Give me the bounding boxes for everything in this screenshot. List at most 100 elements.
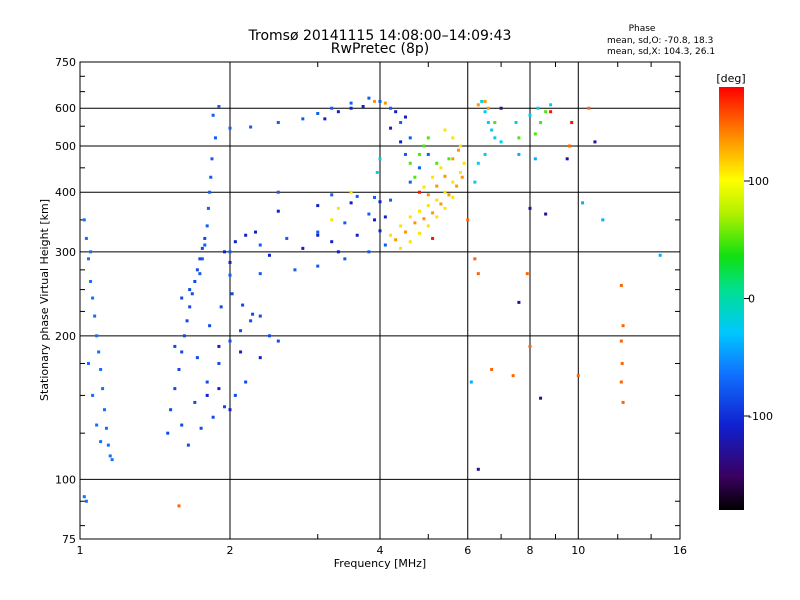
data-point bbox=[349, 101, 353, 105]
colorbar-ticks: 100 0 -100 bbox=[744, 175, 773, 423]
data-point bbox=[180, 350, 184, 354]
data-point bbox=[343, 257, 347, 261]
data-point bbox=[378, 200, 382, 204]
colorbar-tick-label: -100 bbox=[748, 410, 773, 423]
stats-heading: Phase bbox=[629, 24, 656, 34]
data-point bbox=[208, 324, 212, 328]
data-point bbox=[408, 215, 412, 219]
data-point bbox=[565, 157, 569, 161]
data-point bbox=[514, 121, 518, 125]
data-point bbox=[336, 206, 340, 210]
data-point bbox=[426, 224, 430, 228]
data-point bbox=[426, 193, 430, 197]
data-point bbox=[462, 161, 466, 165]
y-tick-label: 300 bbox=[55, 246, 76, 259]
data-point bbox=[389, 106, 393, 110]
data-point bbox=[177, 504, 181, 508]
data-point bbox=[417, 166, 421, 170]
data-point bbox=[517, 136, 521, 140]
x-tick-label: 8 bbox=[527, 544, 534, 557]
data-point bbox=[549, 103, 553, 107]
data-point bbox=[213, 136, 217, 140]
data-point bbox=[203, 236, 207, 240]
data-point bbox=[182, 334, 186, 338]
data-point bbox=[544, 110, 548, 114]
data-point bbox=[373, 218, 377, 222]
data-point bbox=[533, 157, 537, 161]
data-point bbox=[180, 296, 184, 300]
data-point bbox=[517, 152, 521, 156]
data-point bbox=[217, 361, 221, 365]
data-point bbox=[99, 440, 103, 444]
data-point bbox=[330, 193, 334, 197]
data-point bbox=[483, 110, 487, 114]
data-point bbox=[195, 268, 199, 272]
data-point bbox=[473, 180, 477, 184]
data-point bbox=[399, 246, 403, 250]
data-point bbox=[408, 136, 412, 140]
y-tick-label: 600 bbox=[55, 102, 76, 115]
data-point bbox=[316, 111, 320, 115]
data-point bbox=[208, 190, 212, 194]
data-point bbox=[228, 260, 232, 264]
data-point bbox=[443, 190, 447, 194]
data-point bbox=[244, 380, 248, 384]
data-point bbox=[383, 215, 387, 219]
data-point bbox=[426, 152, 430, 156]
data-point bbox=[593, 140, 597, 144]
data-point bbox=[349, 201, 353, 205]
x-tick-labels: 1 2 4 6 8 10 16 bbox=[77, 544, 688, 557]
data-point bbox=[228, 408, 232, 412]
x-tick-label: 6 bbox=[464, 544, 471, 557]
data-point bbox=[499, 106, 503, 110]
data-point bbox=[447, 193, 451, 197]
data-point bbox=[249, 319, 253, 323]
data-point bbox=[361, 105, 365, 109]
data-point bbox=[200, 246, 204, 250]
data-point bbox=[276, 209, 280, 213]
data-point bbox=[367, 250, 371, 254]
data-point bbox=[206, 206, 210, 210]
data-point bbox=[355, 233, 359, 237]
data-point bbox=[403, 115, 407, 119]
data-point bbox=[567, 144, 571, 148]
data-point bbox=[451, 180, 455, 184]
data-point bbox=[285, 236, 289, 240]
data-point bbox=[89, 250, 93, 254]
data-point bbox=[576, 374, 580, 378]
data-point bbox=[378, 99, 382, 103]
data-point bbox=[486, 121, 490, 125]
data-point bbox=[483, 99, 487, 103]
data-point bbox=[233, 240, 237, 244]
data-point bbox=[549, 110, 553, 114]
data-point bbox=[435, 198, 439, 202]
colorbar bbox=[719, 87, 744, 510]
data-point bbox=[525, 272, 529, 276]
data-point bbox=[110, 458, 114, 462]
data-point bbox=[349, 190, 353, 194]
data-point bbox=[619, 283, 623, 287]
data-point bbox=[389, 233, 393, 237]
data-point bbox=[316, 230, 320, 234]
data-point bbox=[173, 344, 177, 348]
data-point bbox=[431, 236, 435, 240]
data-point bbox=[476, 272, 480, 276]
y-tick-label: 500 bbox=[55, 140, 76, 153]
data-point bbox=[528, 344, 532, 348]
data-point bbox=[621, 400, 625, 404]
data-point bbox=[217, 387, 221, 391]
data-point bbox=[469, 380, 473, 384]
data-point bbox=[301, 117, 305, 121]
data-point bbox=[570, 121, 574, 125]
data-point bbox=[476, 467, 480, 471]
data-point bbox=[483, 152, 487, 156]
data-point bbox=[455, 184, 459, 188]
data-point bbox=[223, 405, 227, 409]
data-point bbox=[223, 250, 227, 254]
data-point bbox=[408, 161, 412, 165]
data-point bbox=[373, 99, 377, 103]
data-point bbox=[91, 296, 95, 300]
data-point bbox=[258, 314, 262, 318]
data-point bbox=[373, 195, 377, 199]
